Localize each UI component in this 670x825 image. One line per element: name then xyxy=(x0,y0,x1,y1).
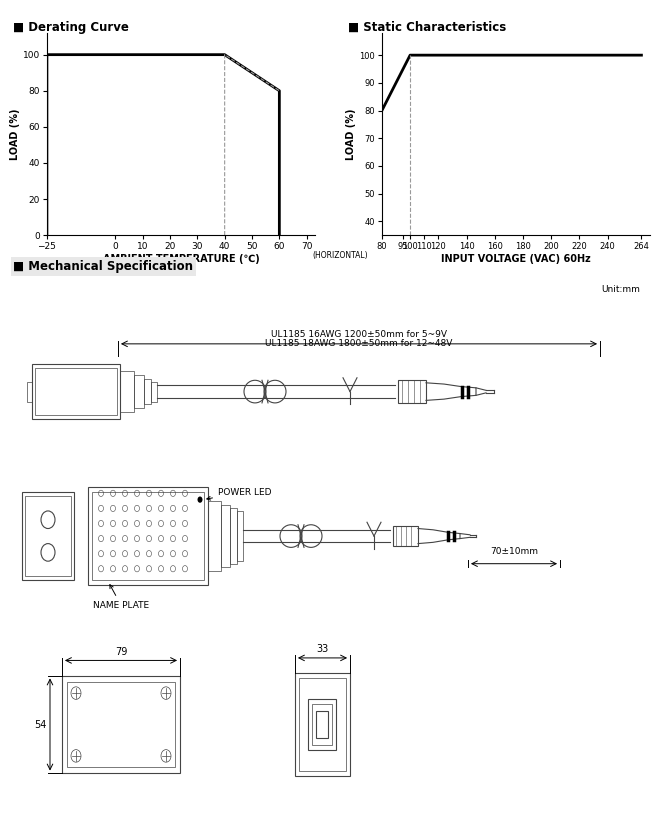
Bar xyxy=(25,496,71,576)
Bar xyxy=(393,526,418,546)
Bar xyxy=(32,364,120,419)
Text: ■ Mechanical Specification: ■ Mechanical Specification xyxy=(13,260,194,273)
Bar xyxy=(35,368,117,416)
Bar xyxy=(88,487,208,585)
Text: NAME PLATE: NAME PLATE xyxy=(93,585,149,610)
Text: (HORIZONTAL): (HORIZONTAL) xyxy=(312,252,368,261)
Bar xyxy=(92,492,204,580)
Text: 54: 54 xyxy=(35,719,47,729)
Bar xyxy=(120,371,134,412)
X-axis label: AMBIENT TEMPERATURE (℃): AMBIENT TEMPERATURE (℃) xyxy=(103,254,259,264)
Bar xyxy=(308,700,336,750)
X-axis label: INPUT VOLTAGE (VAC) 60Hz: INPUT VOLTAGE (VAC) 60Hz xyxy=(441,254,591,264)
Text: UL1185 18AWG 1800±50mm for 12~48V: UL1185 18AWG 1800±50mm for 12~48V xyxy=(265,338,453,347)
Bar xyxy=(398,380,426,403)
Text: UL1185 16AWG 1200±50mm for 5~9V: UL1185 16AWG 1200±50mm for 5~9V xyxy=(271,330,447,339)
Bar xyxy=(295,673,350,776)
Text: Unit:mm: Unit:mm xyxy=(601,285,640,294)
Bar xyxy=(134,375,144,408)
Bar xyxy=(237,511,243,561)
Y-axis label: LOAD (%): LOAD (%) xyxy=(346,108,356,160)
Bar xyxy=(221,505,230,568)
Bar xyxy=(22,492,74,580)
Bar xyxy=(230,508,237,563)
Bar xyxy=(144,379,151,404)
Text: ■ Static Characteristics: ■ Static Characteristics xyxy=(348,21,507,34)
Bar xyxy=(62,676,180,774)
Text: POWER LED: POWER LED xyxy=(207,488,271,500)
Bar xyxy=(151,381,157,402)
Bar xyxy=(316,710,328,738)
Text: 79: 79 xyxy=(115,647,127,657)
Text: 33: 33 xyxy=(316,644,328,654)
Ellipse shape xyxy=(198,497,202,502)
Bar xyxy=(312,705,332,745)
Text: ■ Derating Curve: ■ Derating Curve xyxy=(13,21,129,34)
Y-axis label: LOAD (%): LOAD (%) xyxy=(10,108,20,160)
Text: 70±10mm: 70±10mm xyxy=(490,547,538,556)
Bar xyxy=(299,678,346,771)
Bar xyxy=(208,501,221,571)
Bar xyxy=(27,381,32,402)
Bar xyxy=(67,681,175,767)
